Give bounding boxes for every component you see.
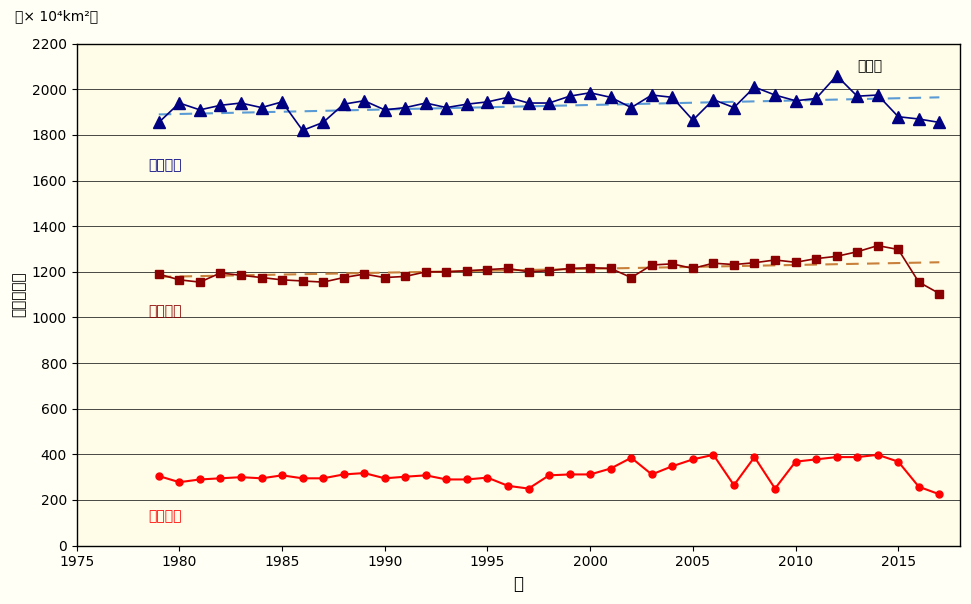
Text: 年平均値: 年平均値 — [149, 304, 182, 318]
Text: 年最小値: 年最小値 — [149, 510, 182, 524]
Y-axis label: 海氷域面積: 海氷域面積 — [11, 272, 26, 318]
Text: （× 10⁴km²）: （× 10⁴km²） — [15, 10, 98, 24]
X-axis label: 年: 年 — [514, 575, 523, 593]
Text: 年最大値: 年最大値 — [149, 158, 182, 172]
Text: 南極域: 南極域 — [857, 60, 883, 74]
